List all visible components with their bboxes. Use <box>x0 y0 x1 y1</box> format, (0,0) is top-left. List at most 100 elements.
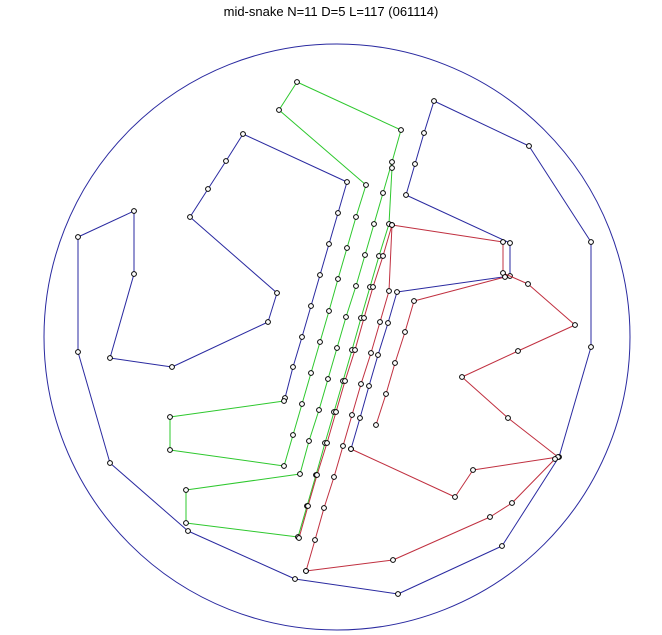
vertex-marker <box>131 271 137 277</box>
vertex-marker <box>552 456 558 462</box>
vertex-marker <box>183 520 189 526</box>
vertex-marker <box>292 576 298 582</box>
vertex-marker <box>412 161 418 167</box>
vertex-marker <box>316 407 322 413</box>
vertex-marker <box>274 290 280 296</box>
vertex-marker <box>395 591 401 597</box>
vertex-marker <box>281 463 287 469</box>
vertex-marker <box>303 568 309 574</box>
vertex-marker <box>187 214 193 220</box>
polyline-red-path-bottom <box>305 458 556 572</box>
vertex-marker <box>352 347 358 353</box>
vertex-marker <box>572 322 578 328</box>
vertex-marker <box>361 315 367 321</box>
vertex-marker <box>389 165 395 171</box>
vertex-marker <box>394 289 400 295</box>
vertex-marker <box>290 364 296 370</box>
vertex-marker <box>131 208 137 214</box>
vertex-marker <box>299 401 305 407</box>
vertex-marker <box>411 298 417 304</box>
vertex-marker <box>306 438 312 444</box>
vertex-marker <box>371 221 377 227</box>
vertex-marker <box>223 158 229 164</box>
vertex-marker <box>459 374 465 380</box>
vertex-marker <box>502 274 508 280</box>
vertex-marker <box>507 240 513 246</box>
vertex-marker <box>500 239 506 245</box>
vertex-marker <box>398 127 404 133</box>
vertex-marker <box>526 143 532 149</box>
vertex-marker <box>308 303 314 309</box>
vertex-marker <box>185 528 191 534</box>
vertex-marker <box>325 376 331 382</box>
vertex-marker <box>240 131 246 137</box>
vertex-marker <box>107 460 113 466</box>
vertex-marker <box>317 272 323 278</box>
vertex-marker <box>335 276 341 282</box>
vertex-marker <box>353 214 359 220</box>
vertex-marker <box>588 344 594 350</box>
vertex-marker <box>333 409 339 415</box>
vertex-marker <box>281 398 287 404</box>
plot-title: mid-snake N=11 D=5 L=117 (061114) <box>223 4 439 19</box>
vertex-marker <box>431 98 437 104</box>
vertex-marker <box>348 446 354 452</box>
vertex-marker <box>389 222 395 228</box>
vertex-marker <box>370 284 376 290</box>
vertex-marker <box>509 500 515 506</box>
vertex-marker <box>324 440 330 446</box>
vertex-marker <box>317 339 323 345</box>
vertex-marker <box>308 370 314 376</box>
vertex-marker <box>390 557 396 563</box>
vertex-marker <box>357 415 363 421</box>
vertex-marker <box>421 130 427 136</box>
vertex-marker <box>75 349 81 355</box>
vertex-marker <box>470 467 476 473</box>
vertex-marker <box>349 412 355 418</box>
vertex-marker <box>392 360 398 366</box>
vertex-marker <box>305 503 311 509</box>
vertex-marker <box>452 494 458 500</box>
vertex-marker <box>167 414 173 420</box>
vertex-marker <box>107 355 113 361</box>
vertex-marker <box>505 415 511 421</box>
series-red-path-right-diagonal <box>373 274 508 428</box>
vertex-marker <box>205 186 211 192</box>
vertex-marker <box>314 472 320 478</box>
vertex-marker <box>385 320 391 326</box>
vertex-marker <box>276 107 282 113</box>
vertex-marker <box>169 364 175 370</box>
vertex-marker <box>340 443 346 449</box>
vertex-marker <box>331 474 337 480</box>
vertex-marker <box>389 159 395 165</box>
vertex-marker <box>588 239 594 245</box>
series-red-path-main <box>296 222 578 541</box>
polyline-red-path-right-diagonal <box>375 276 506 426</box>
polyline-red-path-main <box>298 224 576 539</box>
vertex-marker <box>515 348 521 354</box>
vertex-marker <box>326 241 332 247</box>
vertex-marker <box>344 245 350 251</box>
vertex-marker <box>358 381 364 387</box>
vertex-marker <box>297 471 303 477</box>
vertex-marker <box>366 383 372 389</box>
vertex-marker <box>299 334 305 340</box>
series-green-path <box>167 79 404 540</box>
vertex-marker <box>383 391 389 397</box>
vertex-marker <box>373 422 379 428</box>
vertex-marker <box>380 253 386 259</box>
vertex-marker <box>321 505 327 511</box>
vertex-marker <box>377 319 383 325</box>
vertex-marker <box>353 283 359 289</box>
vertex-marker <box>386 288 392 294</box>
vertex-marker <box>183 487 189 493</box>
vertex-marker <box>499 543 505 549</box>
outer-boundary-circle <box>43 43 631 631</box>
vertex-marker <box>167 447 173 453</box>
vertex-marker <box>296 535 302 541</box>
vertex-marker <box>368 350 374 356</box>
vertex-marker <box>75 234 81 240</box>
